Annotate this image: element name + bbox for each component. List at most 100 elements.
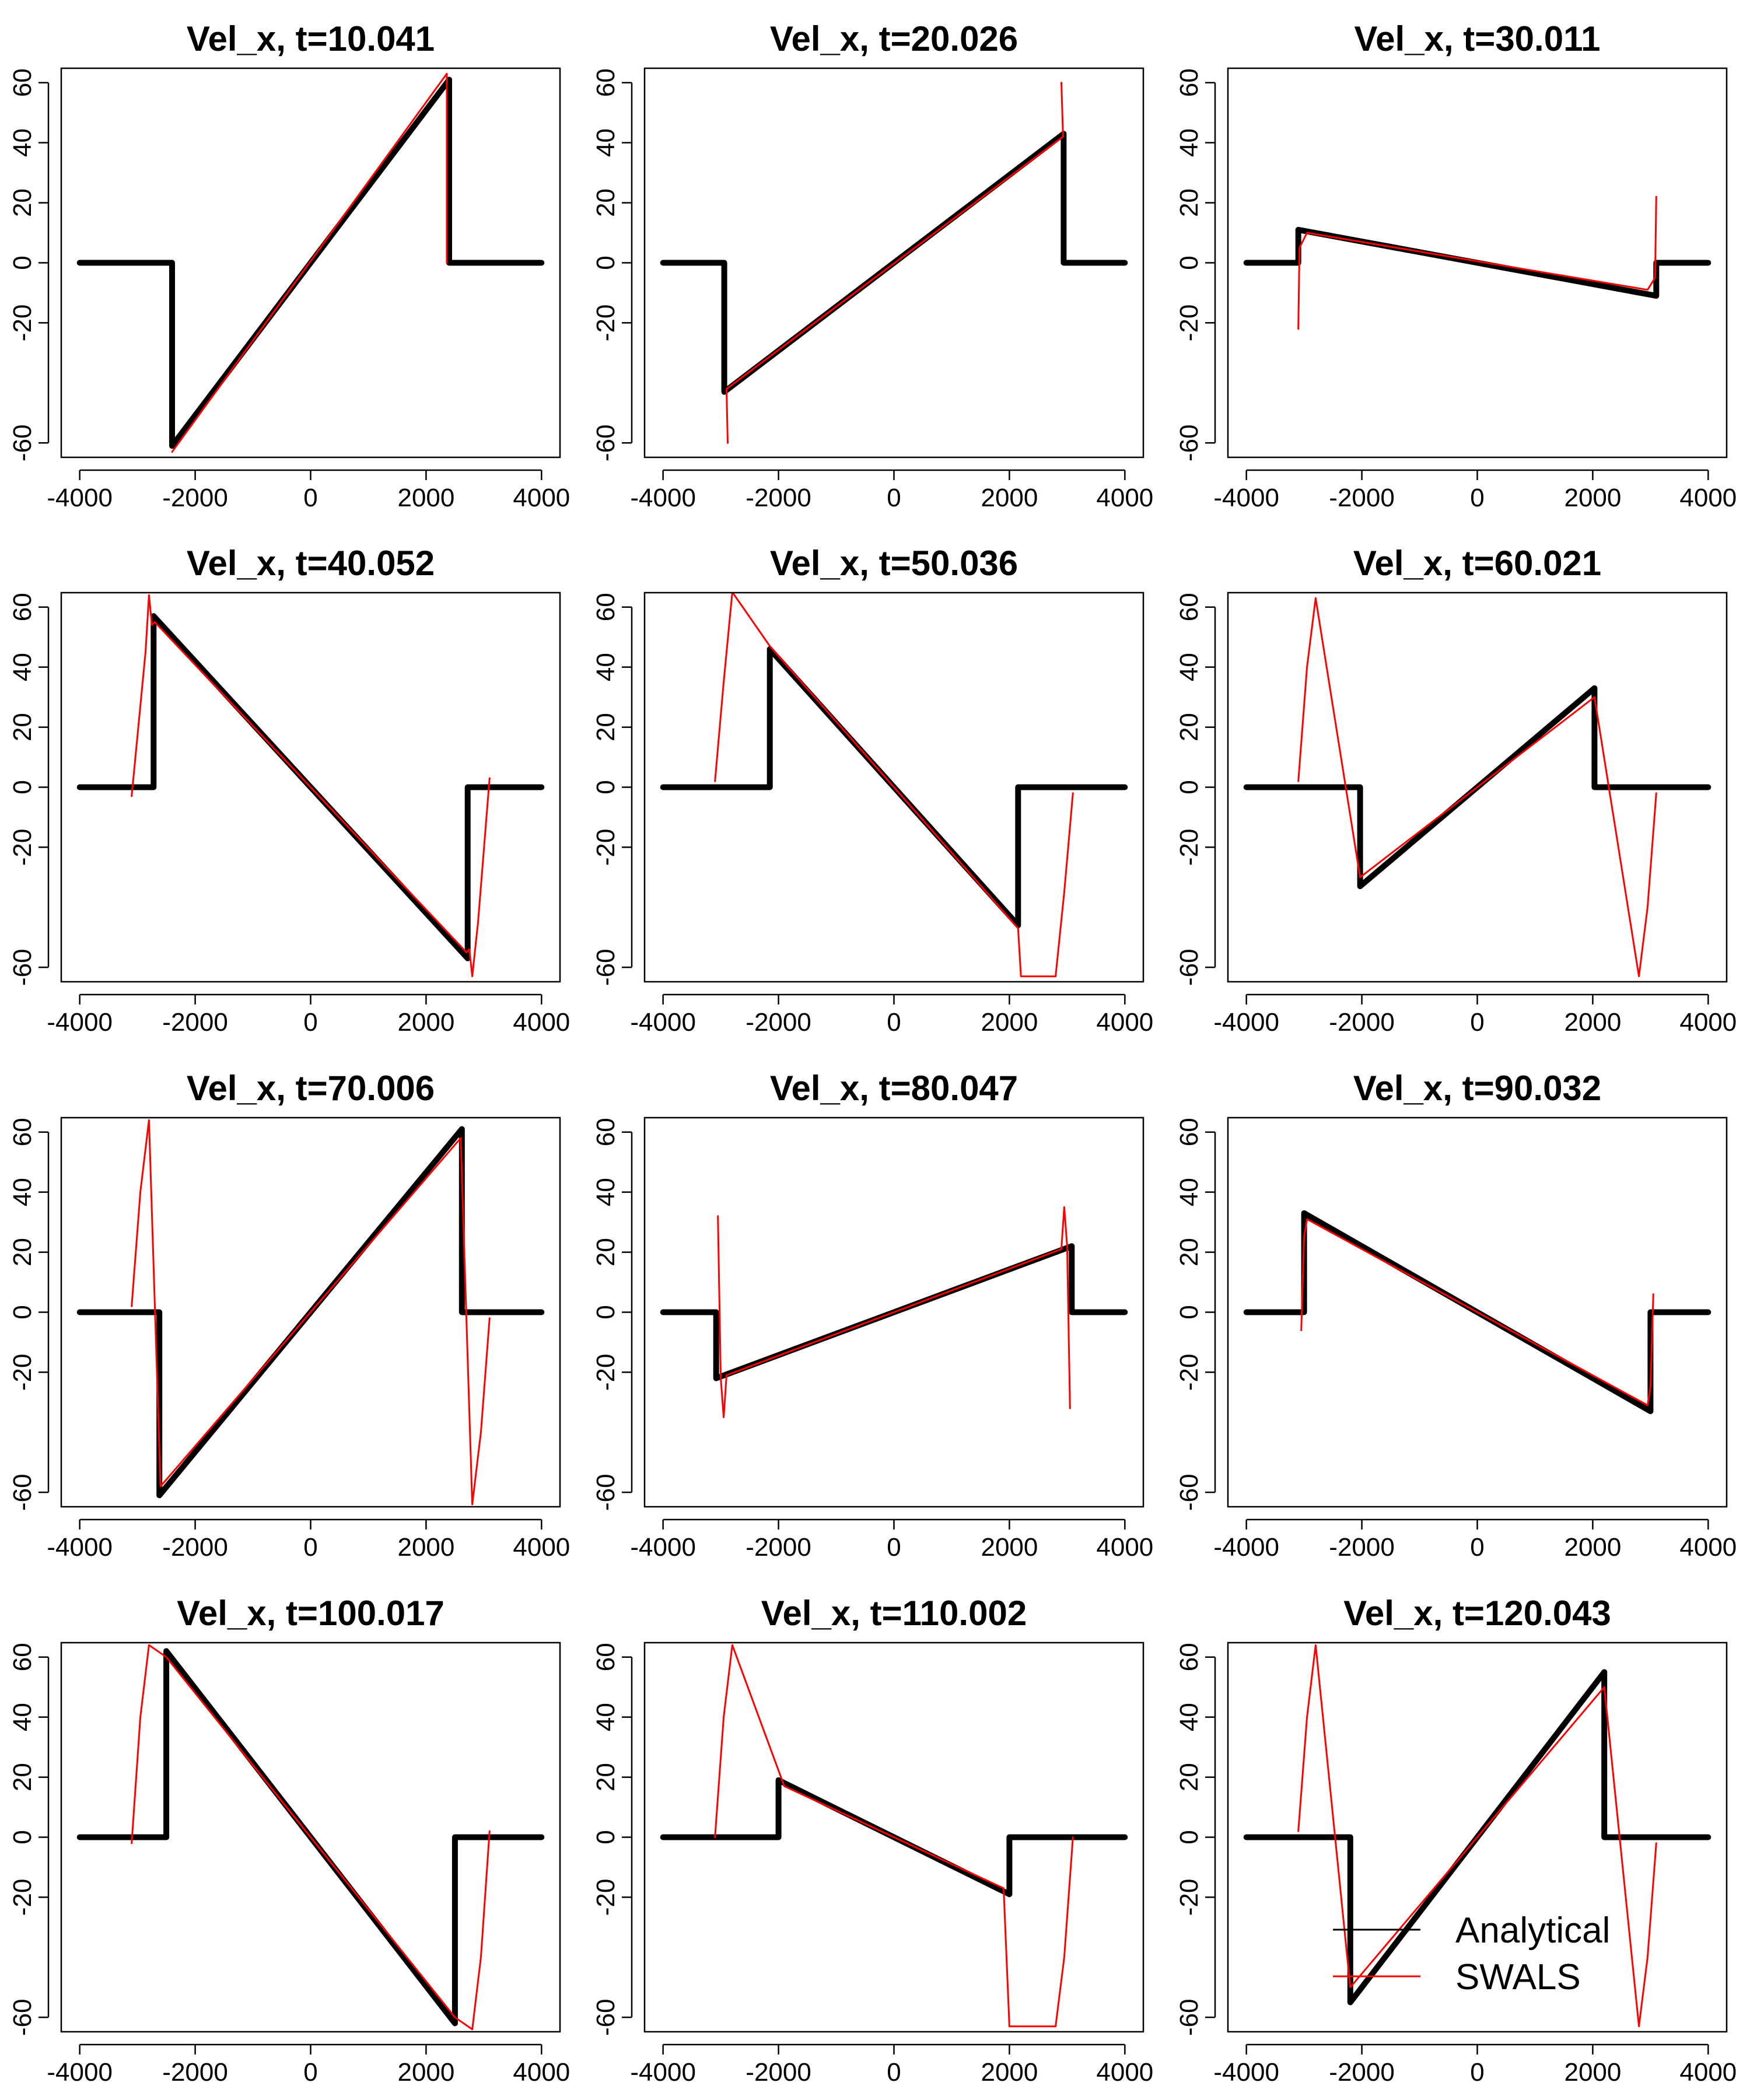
y-tick-label: 60 bbox=[592, 1643, 620, 1671]
y-tick-label: 0 bbox=[1175, 780, 1203, 794]
panel-title: Vel_x, t=50.036 bbox=[770, 544, 1018, 583]
y-tick-label: 60 bbox=[1175, 1643, 1203, 1671]
y-tick-label: -20 bbox=[8, 829, 37, 866]
y-tick-label: 40 bbox=[1175, 1178, 1203, 1206]
y-tick-label: 60 bbox=[1175, 1118, 1203, 1146]
x-tick-label: 4000 bbox=[1096, 484, 1153, 512]
x-tick-label: -4000 bbox=[630, 1008, 696, 1037]
x-tick-label: -2000 bbox=[162, 1008, 228, 1037]
x-tick-label: 0 bbox=[303, 1533, 317, 1562]
x-tick-label: -2000 bbox=[746, 1008, 811, 1037]
plot-frame bbox=[1227, 592, 1728, 983]
plot-frame bbox=[1227, 67, 1728, 459]
y-tick-label: -20 bbox=[592, 1879, 620, 1916]
x-tick-label: -4000 bbox=[1213, 484, 1279, 512]
panel-series bbox=[660, 1206, 1128, 1419]
y-tick-label: -60 bbox=[8, 1999, 37, 2036]
y-tick-label: 60 bbox=[8, 68, 37, 97]
panel-6: Vel_x, t=60.021 -4000 -2000 0 2000 4000 -60 -20… bbox=[1175, 544, 1737, 1037]
series-line-swals bbox=[717, 1206, 1071, 1419]
y-tick-label: -60 bbox=[1175, 1999, 1203, 2036]
y-tick-label: 0 bbox=[1175, 1305, 1203, 1319]
panel-series bbox=[76, 594, 545, 978]
x-tick-label: 4000 bbox=[1679, 1533, 1737, 1562]
x-tick-label: -2000 bbox=[1329, 484, 1395, 512]
y-tick-label: 40 bbox=[8, 1703, 37, 1731]
y-tick-label: -60 bbox=[592, 1474, 620, 1511]
x-tick-label: -4000 bbox=[630, 1533, 696, 1562]
panel-8: Vel_x, t=80.047 -4000 -2000 0 2000 4000 -60 -20… bbox=[592, 1069, 1153, 1562]
x-tick-label: 4000 bbox=[1096, 2058, 1153, 2087]
series-line-swals bbox=[1300, 1218, 1654, 1406]
x-tick-label: -4000 bbox=[47, 484, 113, 512]
y-tick-label: -60 bbox=[592, 949, 620, 986]
series-line-swals bbox=[1297, 195, 1657, 330]
y-tick-label: -60 bbox=[8, 424, 37, 461]
x-tick-label: 0 bbox=[303, 1008, 317, 1037]
series-line-swals bbox=[131, 1119, 491, 1506]
y-tick-label: 20 bbox=[592, 1238, 620, 1266]
panel-title: Vel_x, t=60.021 bbox=[1353, 544, 1601, 583]
y-tick-label: 20 bbox=[592, 188, 620, 217]
y-tick-label: -60 bbox=[592, 424, 620, 461]
y-tick-label: 40 bbox=[1175, 128, 1203, 157]
x-tick-label: 0 bbox=[887, 1533, 901, 1562]
y-tick-label: -20 bbox=[592, 829, 620, 866]
panel-12: Vel_x, t=120.043 -4000 -2000 0 2000 4000 -60 -2… bbox=[1175, 1594, 1737, 2087]
y-tick-label: -20 bbox=[8, 304, 37, 342]
x-tick-label: 0 bbox=[303, 484, 317, 512]
panel-5: Vel_x, t=50.036 -4000 -2000 0 2000 4000 -60 -20… bbox=[592, 544, 1153, 1037]
y-tick-label: -20 bbox=[8, 1354, 37, 1391]
y-tick-label: 40 bbox=[8, 128, 37, 157]
y-tick-label: 20 bbox=[1175, 1238, 1203, 1266]
y-tick-label: 20 bbox=[8, 1238, 37, 1266]
panel-2: Vel_x, t=20.026 -4000 -2000 0 2000 4000 -60 -20… bbox=[592, 19, 1153, 512]
x-tick-label: 2000 bbox=[1564, 1008, 1621, 1037]
y-tick-label: 0 bbox=[8, 1830, 37, 1844]
panel-7: Vel_x, t=70.006 -4000 -2000 0 2000 4000 -60 -20… bbox=[8, 1069, 570, 1562]
y-tick-label: 20 bbox=[8, 188, 37, 217]
x-tick-label: 4000 bbox=[1679, 2058, 1737, 2087]
x-tick-label: 4000 bbox=[1679, 484, 1737, 512]
y-tick-label: -20 bbox=[1175, 1354, 1203, 1391]
y-tick-label: -20 bbox=[592, 304, 620, 342]
series-line-swals bbox=[131, 594, 491, 978]
plot-frame bbox=[60, 67, 561, 459]
panel-series bbox=[660, 593, 1128, 978]
panel-series bbox=[1243, 1210, 1712, 1415]
x-tick-label: 2000 bbox=[1564, 1533, 1621, 1562]
x-tick-label: 2000 bbox=[397, 2058, 454, 2087]
plot-frame bbox=[60, 592, 561, 983]
y-tick-label: -60 bbox=[8, 1474, 37, 1511]
panel-title: Vel_x, t=70.006 bbox=[187, 1069, 435, 1108]
x-tick-label: 2000 bbox=[1564, 2058, 1621, 2087]
panel-9: Vel_x, t=90.032 -4000 -2000 0 2000 4000 -60 -20… bbox=[1175, 1069, 1737, 1562]
y-tick-label: 60 bbox=[1175, 68, 1203, 97]
series-line-analytical bbox=[1243, 226, 1712, 299]
y-tick-label: 40 bbox=[8, 1178, 37, 1206]
plot-frame bbox=[643, 592, 1144, 983]
y-tick-label: 60 bbox=[592, 68, 620, 97]
y-tick-label: 60 bbox=[1175, 593, 1203, 621]
y-tick-label: 40 bbox=[1175, 653, 1203, 681]
panel-series bbox=[660, 82, 1128, 444]
panel-series bbox=[76, 1644, 545, 2031]
x-tick-label: 0 bbox=[887, 2058, 901, 2087]
y-tick-label: -20 bbox=[1175, 829, 1203, 866]
x-tick-label: -2000 bbox=[1329, 2058, 1395, 2087]
y-tick-label: -60 bbox=[1175, 949, 1203, 986]
x-tick-label: 2000 bbox=[1564, 484, 1621, 512]
y-tick-label: 40 bbox=[592, 1703, 620, 1731]
y-tick-label: 20 bbox=[592, 713, 620, 741]
series-line-swals bbox=[131, 1644, 491, 2031]
x-tick-label: 0 bbox=[887, 1008, 901, 1037]
x-tick-label: -4000 bbox=[1213, 1533, 1279, 1562]
series-line-swals bbox=[1297, 1644, 1657, 2028]
x-tick-label: 0 bbox=[887, 484, 901, 512]
x-tick-label: -4000 bbox=[47, 1533, 113, 1562]
panel-title: Vel_x, t=80.047 bbox=[770, 1069, 1018, 1108]
plot-frame bbox=[60, 1642, 561, 2033]
series-line-swals bbox=[714, 593, 1074, 978]
series-line-swals bbox=[726, 82, 1064, 444]
